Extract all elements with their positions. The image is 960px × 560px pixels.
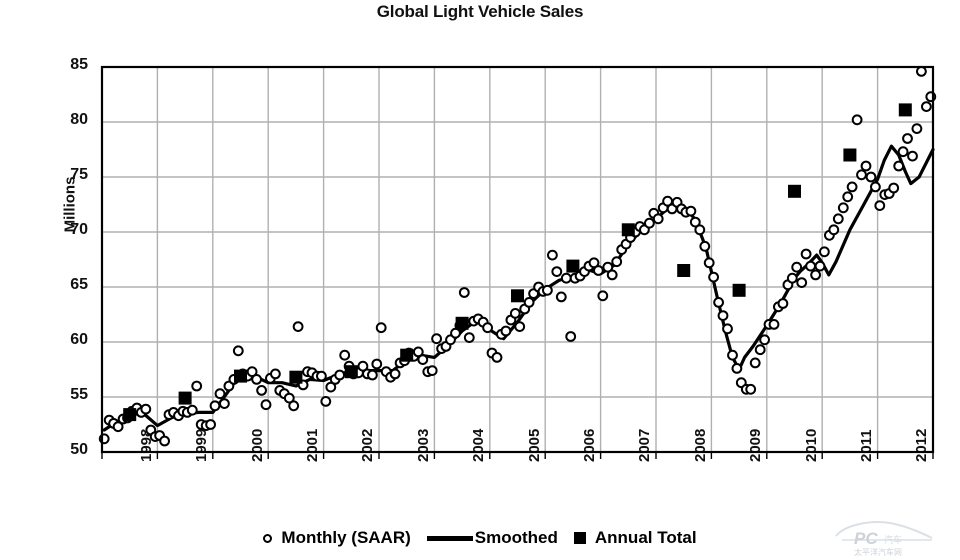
annual-total-series (123, 103, 912, 422)
monthly-saar-scatter-series (98, 66, 937, 447)
gridlines (102, 67, 933, 452)
legend-item-monthly: Monthly (SAAR) (263, 528, 426, 548)
y-tick-50: 50 (70, 441, 88, 458)
y-tick-75: 75 (70, 166, 88, 183)
legend-label-smoothed: Smoothed (474, 528, 558, 547)
y-tick-65: 65 (70, 276, 88, 293)
plot-frame (100, 65, 935, 454)
y-tick-70: 70 (70, 221, 88, 238)
legend-label-monthly: Monthly (SAAR) (281, 528, 411, 547)
legend-label-annual: Annual Total (594, 528, 697, 547)
chart-legend: Monthly (SAAR) Smoothed Annual Total (0, 528, 960, 548)
open-circle-icon (263, 533, 273, 543)
legend-item-annual: Annual Total (573, 528, 697, 548)
x-axis-tick-marks (101, 452, 934, 459)
y-tick-80: 80 (70, 111, 88, 128)
legend-item-smoothed: Smoothed (426, 528, 574, 548)
filled-square-icon (573, 532, 586, 544)
y-tick-55: 55 (70, 386, 88, 403)
line-swatch-icon (426, 535, 473, 541)
y-tick-60: 60 (70, 331, 88, 348)
y-tick-85: 85 (70, 56, 88, 73)
chart-title: Global Light Vehicle Sales (376, 2, 584, 21)
